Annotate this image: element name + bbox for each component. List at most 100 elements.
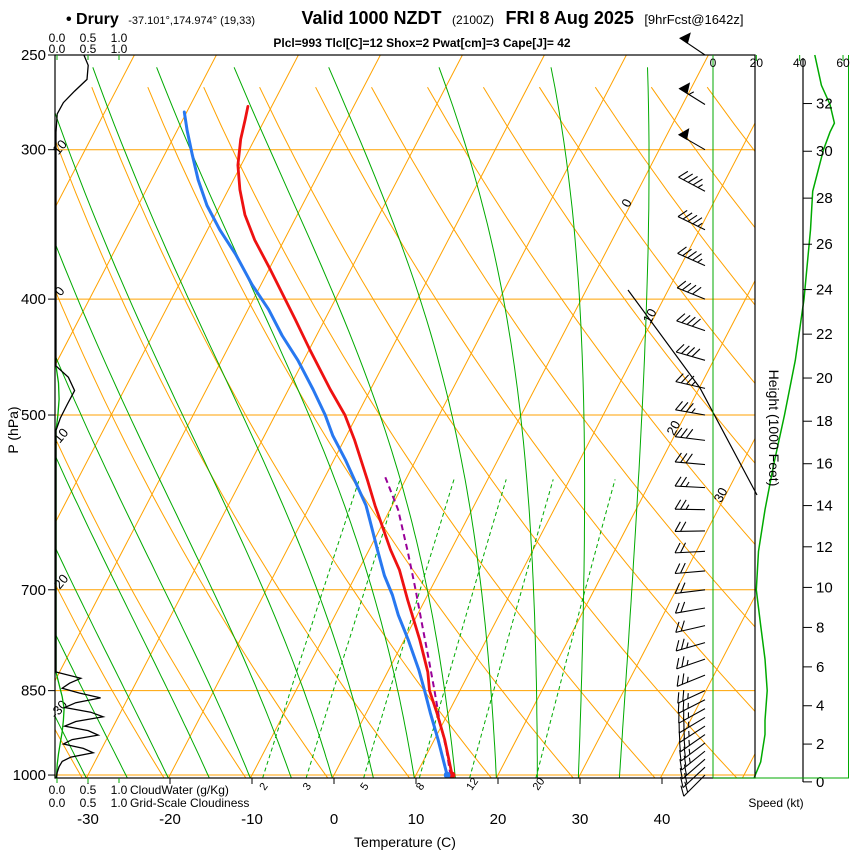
height-tick-label: 22	[816, 326, 833, 343]
isotherm-line	[55, 55, 299, 525]
wind-barb-feather	[681, 315, 691, 324]
wind-barb-feather	[677, 210, 688, 218]
height-tick-label: 10	[816, 579, 833, 596]
wind-barb-feather	[678, 740, 681, 752]
height-tick-label: 20	[816, 370, 833, 387]
wind-barb-feather	[680, 776, 684, 788]
wind-barb-feather	[684, 781, 689, 793]
wind-barb-halffeather	[688, 748, 691, 755]
wind-barb-staff	[675, 381, 706, 389]
wind-barb-feather	[674, 476, 682, 487]
wind-barbs	[674, 32, 706, 797]
wind-barb-feather	[692, 286, 702, 295]
height-tick-label: 2	[816, 736, 824, 753]
station-name: • Drury	[66, 11, 119, 28]
height-tick-label: 28	[816, 190, 833, 207]
temperature-tick-label: -10	[241, 811, 263, 828]
wind-barb-feather	[692, 253, 702, 261]
profiles	[182, 105, 454, 777]
wind-barb-staff	[676, 320, 706, 332]
dry-adiabat-label: -10	[48, 425, 72, 449]
wind-barb-feather	[686, 347, 696, 356]
wind-barb-feather	[682, 689, 685, 702]
isotherm-line	[85, 55, 463, 778]
wind-barb-feather	[674, 427, 683, 438]
wind-barb-feather	[687, 214, 698, 222]
dry-adiabat-label: 10	[49, 137, 70, 158]
wind-barb-feather	[674, 499, 682, 510]
isotherm-line	[741, 752, 755, 778]
wind-barb-feather	[680, 401, 689, 412]
height-tick-label: 18	[816, 413, 833, 430]
wind-barb-feather	[687, 176, 698, 183]
wind-barb-staff	[681, 758, 706, 780]
wind-barb-staff	[675, 607, 706, 614]
wind-barb-feather	[687, 284, 697, 293]
cloudiness-scale-top-label: 0.0	[49, 42, 66, 56]
cloudiness-curve	[55, 54, 106, 778]
wind-barb-staff	[676, 674, 706, 687]
dry-adiabat-line	[371, 86, 755, 628]
dry-adiabat-line	[55, 436, 247, 778]
wind-barb-feather	[686, 316, 696, 325]
wind-barb-feather	[680, 638, 685, 650]
wind-barb-staff	[676, 351, 706, 361]
wind-barb-feather	[676, 313, 686, 322]
moist-adiabat-line	[438, 67, 538, 778]
moist-adiabat-label: -30	[47, 697, 71, 721]
wind-barb-staff	[676, 658, 706, 670]
isotherm-label: 20	[663, 418, 683, 438]
wind-barb-feather	[674, 602, 680, 614]
moist-adiabat-line	[55, 632, 128, 778]
wind-barb-feather	[680, 499, 687, 510]
station-coords: -37.101°,174.974° (19,33)	[128, 15, 255, 27]
height-tick-label: 0	[816, 774, 824, 791]
pressure-tick-label: 1000	[13, 767, 46, 784]
temperature-tick-label: 30	[572, 811, 589, 828]
wind-barb-feather	[681, 282, 692, 291]
chart-frame	[54, 54, 756, 779]
wind-barb-staff	[675, 625, 706, 633]
wind-barb-feather	[681, 656, 685, 668]
wind-barb-halffeather	[686, 676, 689, 683]
moist-adiabat-line	[233, 67, 456, 778]
dry-adiabat-line	[55, 582, 165, 778]
moist-adiabat-line	[92, 67, 374, 778]
wind-barb-feather	[680, 601, 686, 613]
mixing-ratio-label: 5	[358, 781, 371, 793]
wind-barb-pennant	[677, 128, 690, 140]
wind-barb-feather	[680, 620, 685, 632]
wind-barb-feather	[677, 692, 680, 704]
mixing-ratio-label: 2	[257, 781, 270, 793]
height-tick-label: 6	[816, 659, 824, 676]
wind-barb-staff	[678, 699, 706, 714]
moist-adiabat-line	[55, 545, 169, 778]
wind-barb-feather	[675, 343, 685, 353]
wind-barb-halffeather	[691, 408, 696, 414]
temperature-curve	[236, 105, 454, 777]
wind-barb-feather	[682, 212, 693, 220]
cloudwater-scale-bottom-label: 0.0	[49, 783, 66, 797]
temperature-tick-label: 20	[490, 811, 507, 828]
wind-barb-feather	[675, 621, 680, 633]
wind-barb-feather	[677, 246, 687, 254]
temperature-tick-label: -30	[77, 811, 99, 828]
cloudiness-scale-bottom-label: 1.0	[111, 796, 128, 810]
height-tick-label: 16	[816, 456, 833, 473]
cloudwater-scale-top-label: 1.0	[111, 31, 128, 45]
mixing-ratio-line	[535, 479, 616, 778]
wind-barb-feather	[685, 428, 694, 439]
wind-barb-staff	[675, 409, 706, 416]
wind-barb-staff	[679, 716, 706, 734]
pressure-tick-label: 300	[21, 142, 46, 159]
parcel-path-curve	[383, 473, 453, 776]
mixing-ratio-label: 20	[531, 776, 548, 793]
cloud-profiles	[55, 54, 106, 778]
wind-barb-feather	[679, 767, 683, 780]
isotherm-label: 0	[618, 196, 635, 209]
mixing-ratio-line	[418, 479, 507, 778]
mixing-ratio-label: 12	[464, 776, 481, 793]
wind-barb-feather	[681, 345, 690, 354]
wind-barb-feather	[691, 348, 701, 357]
speed-tick-label: 40	[793, 56, 807, 70]
